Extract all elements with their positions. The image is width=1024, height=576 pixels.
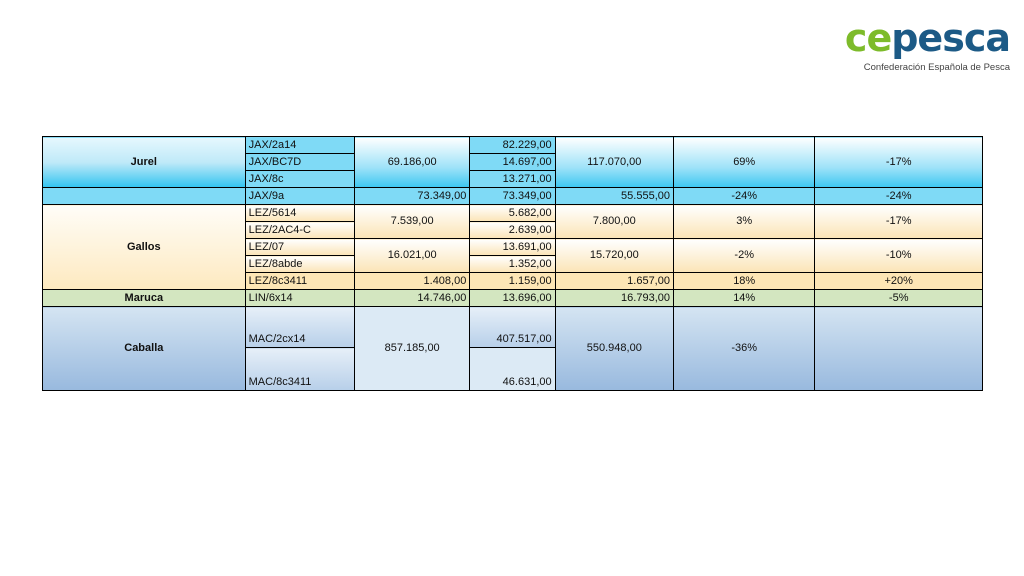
logo-ce: ce <box>844 16 892 60</box>
table-row: Caballa MAC/2cx14 857.185,00 407.517,00 … <box>42 306 983 391</box>
group-value: 7.800,00 <box>554 204 674 239</box>
stock-code: LEZ/2AC4-C <box>244 221 355 239</box>
stock-code: LEZ/5614 <box>244 204 355 222</box>
group-value: 550.948,00 <box>554 306 674 391</box>
stock-value: 1.352,00 <box>469 255 556 273</box>
stock-percent: +20% <box>814 272 983 290</box>
group-value: 69.186,00 <box>353 136 471 188</box>
group-percent: -10% <box>814 238 983 273</box>
table-row: LEZ/07 16.021,00 13.691,00 15.720,00 -2%… <box>43 238 983 273</box>
stock-value: 1.408,00 <box>353 272 471 290</box>
group-value: 16.021,00 <box>353 238 471 273</box>
group-percent: -17% <box>814 136 983 188</box>
table-row: JAX/9a 73.349,00 73.349,00 55.555,00 -24… <box>42 187 983 205</box>
group-value: 857.185,00 <box>353 306 471 391</box>
stock-value: 5.682,00 <box>469 204 556 222</box>
stock-code: JAX/2a14 <box>244 136 355 154</box>
group-percent: -2% <box>672 238 816 273</box>
group-percent: -36% <box>672 306 816 391</box>
stock-code: JAX/9a <box>244 187 355 205</box>
table-row: Maruca LIN/6x14 14.746,00 13.696,00 16.7… <box>42 289 983 307</box>
stock-value: 73.349,00 <box>469 187 556 205</box>
table-row: LEZ/2AC4-C 2.639,00 <box>43 221 983 239</box>
stock-value: 16.793,00 <box>554 289 674 307</box>
quota-table: Jurel JAX/2a14 69.186,00 82.229,00 117.0… <box>42 136 983 391</box>
stock-percent: 18% <box>672 272 816 290</box>
species-jurel-continued <box>42 187 246 205</box>
species-maruca: Maruca <box>42 289 246 307</box>
cepesca-logo: cepesca Confederación Española de Pesca <box>844 16 1011 73</box>
stock-percent: 14% <box>672 289 816 307</box>
stock-value: 13.696,00 <box>469 289 556 307</box>
table-row: Gallos LEZ/5614 7.539,00 5.682,00 7.800,… <box>42 204 983 290</box>
stock-value: 2.639,00 <box>469 221 556 239</box>
group-percent: -17% <box>814 204 983 239</box>
stock-code: JAX/BC7D <box>244 153 355 171</box>
table-row: MAC/8c3411 46.631,00 <box>43 347 983 391</box>
stock-code: LIN/6x14 <box>244 289 355 307</box>
species-gallos: Gallos <box>42 204 246 290</box>
stock-value: 1.657,00 <box>554 272 674 290</box>
stock-code: JAX/8c <box>244 170 355 188</box>
stock-value: 13.691,00 <box>469 238 556 256</box>
stock-value: 46.631,00 <box>469 347 556 391</box>
group-percent: 3% <box>672 204 816 239</box>
group-percent <box>814 306 983 391</box>
table-row: Jurel JAX/2a14 69.186,00 82.229,00 117.0… <box>42 136 983 188</box>
group-value: 117.070,00 <box>554 136 674 188</box>
logo-subtitle: Confederación Española de Pesca <box>863 62 1010 73</box>
stock-code: MAC/8c3411 <box>244 347 355 391</box>
logo-wordmark: cepesca <box>844 16 1011 60</box>
stock-code: MAC/2cx14 <box>244 306 355 348</box>
stock-value: 13.271,00 <box>469 170 556 188</box>
stock-value: 14.746,00 <box>353 289 471 307</box>
stock-value: 82.229,00 <box>469 136 556 154</box>
stock-code: LEZ/8c3411 <box>244 272 355 290</box>
table-row: LEZ/8c3411 1.408,00 1.159,00 1.657,00 18… <box>43 272 983 290</box>
group-value: 15.720,00 <box>554 238 674 273</box>
logo-pesca: pesca <box>891 16 1011 60</box>
table-row: LEZ/8abde 1.352,00 <box>43 255 983 273</box>
stock-value: 55.555,00 <box>554 187 674 205</box>
stock-percent: -24% <box>672 187 816 205</box>
table-row: JAX/BC7D 14.697,00 <box>43 153 983 171</box>
stock-value: 73.349,00 <box>353 187 471 205</box>
stock-value: 407.517,00 <box>469 306 556 348</box>
stock-percent: -24% <box>814 187 983 205</box>
group-percent: 69% <box>672 136 816 188</box>
stock-code: LEZ/8abde <box>244 255 355 273</box>
group-value: 7.539,00 <box>353 204 471 239</box>
species-caballa: Caballa <box>42 306 246 391</box>
stock-value: 14.697,00 <box>469 153 556 171</box>
species-jurel: Jurel <box>42 136 246 188</box>
stock-percent: -5% <box>814 289 983 307</box>
stock-value: 1.159,00 <box>469 272 556 290</box>
table-row: JAX/8c 13.271,00 <box>43 170 983 188</box>
stock-code: LEZ/07 <box>244 238 355 256</box>
